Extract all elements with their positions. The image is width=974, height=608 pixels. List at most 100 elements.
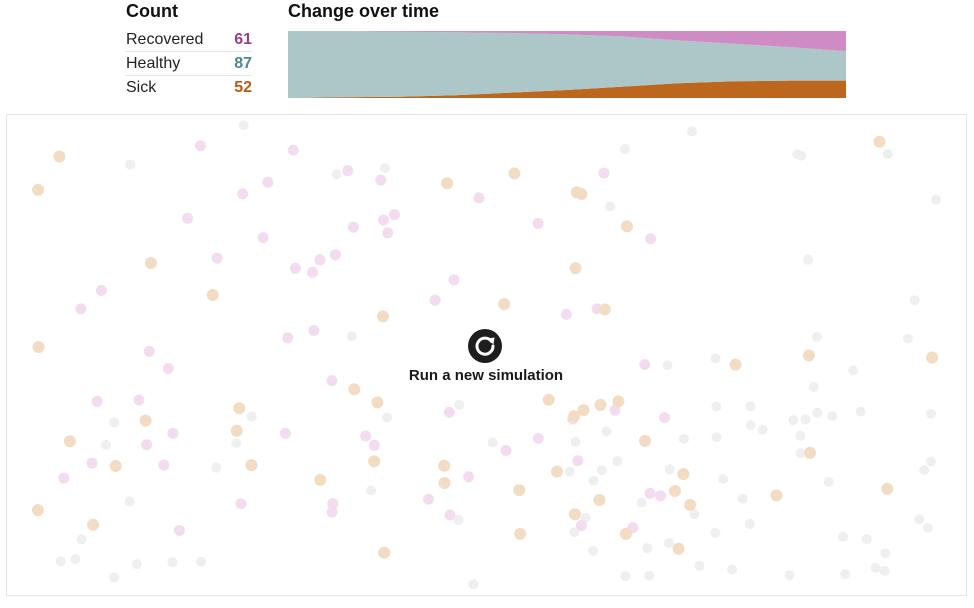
person-dot-healthy [796, 150, 807, 161]
person-dot-healthy [588, 545, 599, 556]
count-value-recovered: 61 [234, 30, 252, 48]
person-dot-recovered [282, 332, 294, 344]
person-dot-healthy [468, 579, 479, 590]
person-dot-recovered [75, 303, 87, 315]
person-dot-recovered [347, 221, 359, 233]
person-dot-healthy [727, 564, 738, 575]
person-dot-healthy [909, 295, 920, 306]
person-dot-healthy [718, 474, 729, 484]
person-dot-recovered [211, 252, 223, 264]
person-dot-recovered [307, 266, 318, 278]
person-dot-sick [368, 455, 381, 468]
person-dot-recovered [443, 406, 455, 418]
person-dot-sick [371, 396, 384, 409]
person-dot-healthy [823, 477, 834, 487]
refresh-icon[interactable] [468, 329, 502, 363]
person-dot-sick [672, 542, 685, 555]
person-dot-sick [569, 262, 582, 275]
person-dot-recovered [609, 404, 621, 416]
person-dot-recovered [389, 209, 400, 221]
person-dot-sick [377, 310, 389, 323]
run-simulation-button[interactable]: Run a new simulation [396, 327, 576, 389]
person-dot-healthy [694, 560, 705, 571]
person-dot-healthy [788, 415, 799, 426]
person-dot-recovered [143, 345, 155, 357]
person-dot-healthy [596, 465, 607, 476]
simulation-area [6, 114, 967, 596]
person-dot-healthy [601, 426, 612, 437]
person-dot-healthy [711, 401, 722, 412]
count-value-sick: 52 [234, 78, 252, 96]
person-dot-healthy [879, 565, 890, 576]
count-label-healthy: Healthy [126, 54, 181, 72]
person-dot-recovered [237, 188, 249, 200]
person-dot-healthy [231, 438, 242, 449]
person-dot-healthy [689, 509, 700, 520]
count-table: Recovered 61 Healthy 87 Sick 52 [126, 28, 252, 99]
person-dot-healthy [101, 439, 111, 450]
count-title: Count [126, 1, 178, 21]
person-dot-healthy [619, 144, 630, 155]
person-dot-sick [684, 498, 697, 511]
person-dot-sick [570, 186, 583, 199]
run-simulation-label[interactable]: Run a new simulation [408, 367, 564, 384]
person-dot-healthy [664, 464, 675, 475]
person-dot-sick [594, 398, 607, 411]
person-dot-sick [230, 424, 243, 437]
person-dot-recovered [329, 249, 341, 261]
person-dot-healthy [109, 417, 120, 428]
person-dot-recovered [598, 167, 610, 179]
person-dot-healthy [795, 430, 806, 441]
person-dot-healthy [861, 534, 872, 545]
person-dot-sick [245, 459, 258, 472]
count-label-sick: Sick [126, 78, 157, 96]
person-dot-recovered [257, 232, 269, 244]
person-dot-recovered [382, 227, 394, 239]
person-dot-sick [669, 485, 681, 497]
person-dot-sick [348, 383, 361, 396]
person-dot-sick [804, 446, 816, 459]
person-dot-healthy [710, 353, 721, 364]
count-row-recovered: Recovered 61 [126, 28, 252, 52]
person-dot-healthy [926, 408, 936, 419]
person-dot-healthy [745, 420, 756, 431]
person-dot-healthy [902, 333, 913, 344]
person-dot-sick [612, 395, 625, 408]
person-dot-recovered [95, 285, 107, 296]
person-dot-healthy [109, 572, 120, 583]
person-dot-healthy [838, 531, 849, 542]
person-dot-recovered [561, 308, 572, 320]
person-dot-healthy [808, 382, 819, 392]
count-label-recovered: Recovered [126, 30, 204, 48]
person-dot-sick [729, 358, 742, 371]
simulation-canvas [31, 120, 942, 590]
person-dot-healthy [795, 448, 806, 459]
person-dot-healthy [131, 559, 142, 570]
person-dot-healthy [570, 436, 581, 447]
person-dot-sick [438, 459, 451, 472]
person-dot-healthy [644, 570, 655, 581]
person-dot-healthy [803, 254, 814, 265]
person-dot-healthy [757, 424, 768, 435]
person-dot-healthy [664, 538, 674, 548]
change-over-time-title: Change over time [288, 1, 440, 21]
person-dot-recovered [314, 254, 326, 266]
person-dot-healthy [620, 571, 631, 582]
person-dot-sick [441, 177, 454, 190]
person-dot-recovered [655, 490, 667, 502]
person-dot-healthy [931, 194, 942, 205]
person-dot-recovered [368, 439, 380, 451]
person-dot-healthy [564, 466, 575, 477]
person-dot-recovered [473, 192, 485, 204]
person-dot-healthy [737, 493, 748, 504]
person-dot-healthy [76, 534, 87, 545]
count-row-healthy: Healthy 87 [126, 52, 252, 76]
person-dot-sick [314, 473, 327, 486]
person-dot-healthy [744, 518, 755, 529]
person-dot-healthy [642, 543, 653, 554]
person-dot-sick [577, 404, 590, 417]
person-dot-healthy [366, 485, 377, 496]
person-dot-healthy [346, 331, 357, 342]
person-dot-healthy [914, 514, 925, 525]
person-dot-recovered [58, 472, 70, 484]
